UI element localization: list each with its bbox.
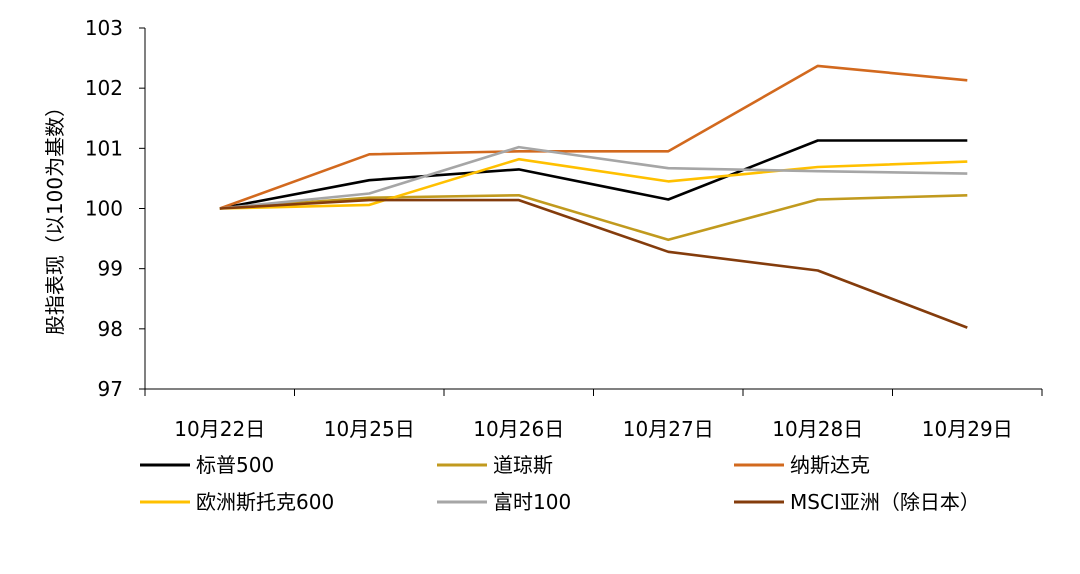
legend-label: MSCI亚洲（除日本） bbox=[790, 490, 980, 514]
x-tick-label: 10月27日 bbox=[623, 417, 714, 441]
x-tick-labels: 10月22日 10月25日 10月26日 10月27日 10月28日 10月29日 bbox=[174, 417, 1012, 441]
x-tick-label: 10月26日 bbox=[473, 417, 564, 441]
y-tick-label: 99 bbox=[98, 257, 123, 281]
y-tick-label: 100 bbox=[85, 197, 123, 221]
y-tick-labels: 97 98 99 100 101 102 103 bbox=[85, 16, 123, 401]
y-tick-label: 97 bbox=[98, 377, 123, 401]
series-line-2 bbox=[219, 194, 968, 242]
series-line-3 bbox=[219, 64, 968, 210]
x-tick-label: 10月28日 bbox=[772, 417, 863, 441]
y-tick-label: 98 bbox=[98, 317, 123, 341]
x-tick-label: 10月29日 bbox=[922, 417, 1013, 441]
series-line-5 bbox=[219, 145, 968, 210]
y-axis bbox=[139, 27, 146, 390]
y-tick-label: 102 bbox=[85, 76, 123, 100]
y-tick-label: 101 bbox=[85, 136, 123, 160]
y-axis-label: 股指表现（以100为基数） bbox=[43, 97, 67, 335]
legend-label: 标普500 bbox=[196, 453, 274, 477]
legend-label: 道琼斯 bbox=[493, 453, 553, 477]
series-line-6 bbox=[219, 198, 968, 329]
x-tick-label: 10月25日 bbox=[324, 417, 415, 441]
x-axis bbox=[144, 388, 1043, 396]
series-line-4 bbox=[219, 157, 968, 210]
legend-label: 富时100 bbox=[493, 490, 571, 514]
x-tick-label: 10月22日 bbox=[174, 417, 265, 441]
series-lines bbox=[219, 64, 968, 329]
legend-label: 纳斯达克 bbox=[790, 453, 870, 477]
y-tick-label: 103 bbox=[85, 16, 123, 40]
series-line-1 bbox=[219, 139, 968, 210]
legend-label: 欧洲斯托克600 bbox=[196, 490, 334, 514]
